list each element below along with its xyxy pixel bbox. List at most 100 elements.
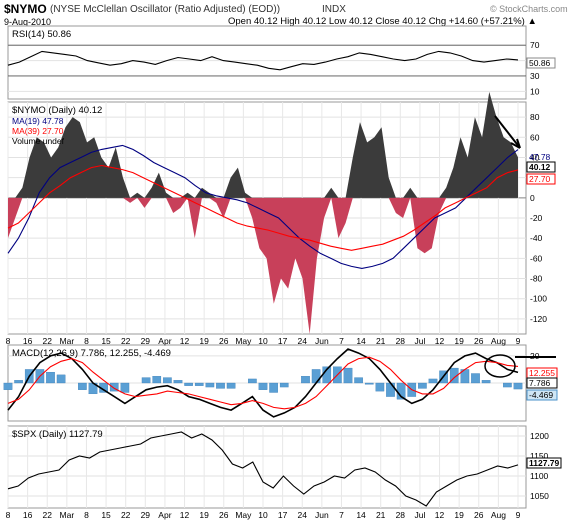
macd-histogram-bar bbox=[354, 377, 363, 384]
x-tick-label: 12 bbox=[180, 336, 190, 346]
chart-date: 9-Aug-2010 bbox=[4, 17, 52, 27]
x-tick-label: Jun bbox=[315, 336, 329, 346]
x-tick-label: Jul bbox=[414, 336, 425, 346]
series-line-rsi-14- bbox=[7, 50, 519, 71]
macd-histogram-bar bbox=[184, 382, 193, 386]
series-line-ma-39- bbox=[7, 164, 519, 251]
x-tick-label: 8 bbox=[6, 510, 11, 520]
macd-histogram-bar bbox=[173, 380, 183, 384]
macd-histogram-bar bbox=[216, 382, 225, 389]
rsi-last-box bbox=[526, 57, 556, 69]
annotation-arrow-head bbox=[510, 138, 521, 149]
x-tick-label: 12 bbox=[180, 510, 190, 520]
x-tick-label: 12 bbox=[435, 336, 445, 346]
x-tick-label: Mar bbox=[60, 510, 75, 520]
macd-histogram-bar bbox=[46, 371, 55, 384]
x-tick-label: 26 bbox=[474, 336, 484, 346]
nymo-ma39-last-value: 27.70 bbox=[529, 174, 551, 184]
x-tick-label: Aug bbox=[491, 336, 506, 346]
x-tick-label: 26 bbox=[219, 336, 229, 346]
nymo-label: $NYMO (Daily) 40.12 bbox=[12, 105, 102, 116]
y-tick-label: 0 bbox=[530, 193, 535, 203]
macd-histogram-bar bbox=[14, 380, 23, 384]
x-tick-label: 14 bbox=[356, 336, 366, 346]
y-tick-label: 70 bbox=[530, 40, 540, 50]
series-line-signal bbox=[7, 356, 519, 410]
macd-hist-last-box bbox=[526, 389, 558, 401]
y-tick-label: 1100 bbox=[530, 471, 549, 481]
nymo-ma19-last-value: 47.78 bbox=[529, 152, 551, 162]
x-tick-label: 16 bbox=[23, 510, 33, 520]
macd-histogram-bar bbox=[375, 382, 385, 392]
macd-histogram-bar bbox=[120, 382, 130, 393]
x-tick-label: 8 bbox=[84, 336, 89, 346]
x-tick-label: 10 bbox=[258, 510, 268, 520]
x-tick-label: Apr bbox=[158, 336, 171, 346]
y-tick-label: 10 bbox=[530, 86, 540, 96]
macd-histogram-bar bbox=[269, 382, 278, 393]
spx-label: $SPX (Daily) 1127.79 bbox=[12, 429, 103, 440]
macd-histogram-bar bbox=[503, 382, 512, 388]
macd-signal-last-value: 12.255 bbox=[529, 368, 555, 378]
macd-histogram-bar bbox=[163, 377, 172, 384]
nymo-last-box bbox=[526, 161, 556, 173]
chart-exchange: INDX bbox=[322, 4, 346, 15]
x-tick-label: 7 bbox=[339, 510, 344, 520]
watermark: © StockCharts.com bbox=[490, 4, 568, 14]
macd-histogram-bar bbox=[3, 382, 13, 390]
macd-histogram-bar bbox=[311, 369, 321, 384]
x-tick-label: 26 bbox=[219, 510, 229, 520]
x-tick-label: Apr bbox=[158, 510, 171, 520]
x-tick-label: 22 bbox=[121, 336, 131, 346]
nymo-positive-area bbox=[8, 91, 518, 198]
x-tick-label: 12 bbox=[435, 510, 445, 520]
x-tick-label: 15 bbox=[101, 336, 111, 346]
y-tick-label: 30 bbox=[530, 71, 540, 81]
x-tick-label: 21 bbox=[376, 510, 386, 520]
macd-histogram-bar bbox=[56, 374, 66, 384]
x-tick-label: May bbox=[235, 336, 252, 346]
y-tick-label: -120 bbox=[530, 314, 547, 324]
macd-histogram-bar bbox=[301, 376, 310, 384]
x-tick-label: 19 bbox=[199, 510, 209, 520]
y-tick-label: 60 bbox=[530, 132, 540, 142]
annotation-arrow bbox=[494, 115, 521, 149]
macd-histogram-bar bbox=[258, 382, 268, 390]
y-tick-label: -100 bbox=[530, 294, 547, 304]
nymo-ma39-last-box bbox=[526, 173, 556, 185]
series-line-ma-19- bbox=[7, 144, 519, 269]
macd-histogram-bar bbox=[481, 380, 491, 384]
x-tick-label: 17 bbox=[278, 510, 288, 520]
macd-histogram-bar bbox=[449, 367, 459, 384]
macd-histogram-bar bbox=[343, 367, 353, 384]
y-tick-label: 1050 bbox=[530, 491, 549, 501]
x-tick-label: 9 bbox=[516, 336, 521, 346]
macd-histogram-bar bbox=[248, 378, 257, 384]
x-tick-label: 24 bbox=[297, 510, 307, 520]
macd-histogram-bar bbox=[418, 382, 427, 389]
macd-histogram-bar bbox=[471, 373, 480, 384]
macd-histogram-bar bbox=[78, 382, 87, 390]
y-tick-label: 40 bbox=[530, 152, 540, 162]
macd-histogram-bar bbox=[141, 377, 151, 384]
chart-symbol-title: $NYMO bbox=[4, 2, 47, 16]
macd-last-value: 7.786 bbox=[529, 378, 551, 388]
x-tick-label: 17 bbox=[278, 336, 288, 346]
x-tick-label: 24 bbox=[297, 336, 307, 346]
x-tick-label: Aug bbox=[491, 510, 506, 520]
y-tick-label: -60 bbox=[530, 253, 543, 263]
y-tick-label: 1200 bbox=[530, 431, 549, 441]
chart-description: (NYSE McClellan Oscillator (Ratio Adjust… bbox=[50, 4, 281, 15]
spx-last-value: 1127.79 bbox=[529, 458, 560, 468]
x-tick-label: 14 bbox=[356, 510, 366, 520]
x-tick-label: 22 bbox=[121, 510, 131, 520]
macd-histogram-bar bbox=[226, 382, 236, 389]
x-tick-label: 26 bbox=[474, 510, 484, 520]
macd-histogram-bar bbox=[279, 382, 289, 388]
macd-histogram-bar bbox=[513, 382, 523, 390]
x-tick-label: Jul bbox=[414, 510, 425, 520]
y-tick-label: 80 bbox=[530, 112, 540, 122]
x-tick-label: 19 bbox=[454, 336, 464, 346]
x-tick-label: 22 bbox=[42, 510, 52, 520]
